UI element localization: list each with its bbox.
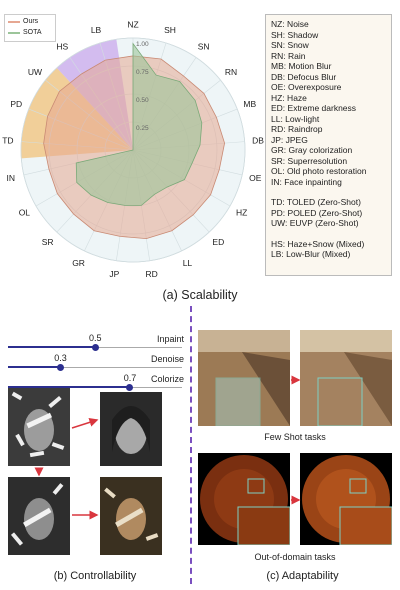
axis-label: HS <box>56 41 68 51</box>
caption-controllability: (b) Controllability <box>53 570 137 582</box>
radar-chart: 0.25 0.50 0.75 1.00 NZ SH SN RN MB DB OE HZ ED LL RD JP… <box>0 0 264 284</box>
slider-value: 0.3 <box>54 353 67 363</box>
caption-adaptability: (c) Adaptability <box>266 570 339 582</box>
abbreviation-line: IN: Face inpainting <box>271 176 342 187</box>
slider-handle[interactable] <box>91 343 99 351</box>
radial-tick-label: 1.00 <box>136 41 149 48</box>
axis-label: SR <box>42 237 54 247</box>
noisy-face-graphic <box>10 483 64 546</box>
colorized-face-graphic <box>104 487 159 541</box>
abbreviation-line: OL: Old photo restoration <box>271 166 367 176</box>
abbreviation-line: PD: POLED (Zero-Shot) <box>271 207 363 218</box>
legend-label-sota: SOTA <box>23 29 42 36</box>
chart-legend: Ours SOTA <box>4 14 56 42</box>
slider-value: 0.7 <box>123 373 137 383</box>
panel-divider <box>190 306 192 584</box>
fundus-input-graphic <box>200 455 290 545</box>
caption-few-shot: Few Shot tasks <box>264 432 326 442</box>
few-shot-output-image <box>300 330 392 426</box>
abbreviation-line: TD: TOLED (Zero-Shot) <box>271 197 361 207</box>
fundus-output-graphic <box>302 455 392 545</box>
abbreviation-line: DB: Defocus Blur <box>271 71 337 82</box>
few-shot-input-graphic <box>198 330 290 426</box>
out-of-domain-input-image <box>198 453 290 545</box>
abbreviation-line: NZ: Noise <box>271 19 309 29</box>
slider-fill[interactable] <box>8 346 95 348</box>
axis-label: SH <box>164 25 176 35</box>
axis-label: SN <box>198 41 210 51</box>
axis-label: LL <box>183 258 193 268</box>
axis-label: OE <box>249 173 262 183</box>
axis-label: RN <box>225 67 237 77</box>
slider-handle[interactable] <box>56 363 64 371</box>
legend-swatch-sota <box>8 31 20 34</box>
abbreviation-line: LB: Low-Blur (Mixed) <box>271 249 351 259</box>
axis-label: ED <box>212 237 224 247</box>
controllability-panel: 0.5 Inpaint 0.3 Denoise 0.7 Colorize <box>0 310 190 568</box>
abbreviation-line: SR: Superresolution <box>271 155 348 166</box>
abbreviation-line: JP: JPEG <box>271 134 308 145</box>
abbreviation-line: UW: EUVP (Zero-Shot) <box>271 218 359 228</box>
slider-fill[interactable] <box>8 366 61 368</box>
legend-item-sota: SOTA <box>8 27 52 38</box>
caption-out-of-domain: Out-of-domain tasks <box>254 552 336 562</box>
abbreviation-box: NZ: Noise SH: Shadow SN: Snow RN: Rain MB: M… <box>265 14 392 276</box>
colorized-output-image <box>100 477 162 555</box>
axis-label: OL <box>19 208 31 218</box>
radial-tick-label: 0.75 <box>136 69 149 76</box>
abbreviation-line: ED: Extreme darkness <box>271 103 357 113</box>
slider-handle[interactable] <box>126 383 134 391</box>
abbreviation-line: RD: Raindrop <box>271 124 323 134</box>
radial-tick-label: 0.25 <box>136 125 149 132</box>
axis-label: LB <box>91 25 102 35</box>
clean-face-graphic <box>112 406 150 454</box>
abbreviation-line: OE: Overexposure <box>271 82 342 92</box>
axis-label: IN <box>6 173 15 183</box>
abbreviation-line: HZ: Haze <box>271 92 307 103</box>
axis-label: NZ <box>127 20 138 30</box>
slider-fill[interactable] <box>8 386 130 388</box>
abbreviation-line: HS: Haze+Snow (Mixed) <box>271 238 365 249</box>
abbreviation-line: MB: Motion Blur <box>271 61 332 71</box>
axis-label: DB <box>252 136 264 146</box>
axis-label: PD <box>10 99 22 109</box>
masked-input-image <box>8 388 70 466</box>
few-shot-input-image <box>198 330 290 426</box>
axis-label: GR <box>72 258 85 268</box>
slider-value: 0.5 <box>89 333 102 343</box>
inpainted-output-image <box>100 392 162 466</box>
few-shot-output-graphic <box>300 330 392 426</box>
axis-label: HZ <box>236 208 247 218</box>
noisy-input-image <box>8 477 70 555</box>
legend-label-ours: Ours <box>23 18 39 25</box>
legend-swatch-ours <box>8 20 20 23</box>
abbreviation-line: SH: Shadow <box>271 29 319 40</box>
arrow-inpaint <box>71 417 99 429</box>
legend-item-ours: Ours <box>8 16 52 27</box>
slider-label: Inpaint <box>156 334 184 344</box>
series-sota <box>75 42 203 206</box>
slider-label: Colorize <box>150 374 184 384</box>
axis-label: JP <box>109 269 119 279</box>
abbreviation-line: RN: Rain <box>271 50 306 61</box>
abbreviation-line: LL: Low-light <box>271 113 320 124</box>
out-of-domain-output-image <box>300 453 392 545</box>
axis-label: UW <box>28 67 42 77</box>
slider-label: Denoise <box>150 354 184 364</box>
abbreviation-line: GR: Gray colorization <box>271 145 353 155</box>
abbreviation-line: SN: Snow <box>271 40 309 50</box>
radar-svg: 0.25 0.50 0.75 1.00 NZ SH SN RN MB DB OE HZ ED LL RD JP… <box>2 20 264 279</box>
radial-tick-label: 0.50 <box>136 97 149 104</box>
slider-rail[interactable] <box>8 366 182 368</box>
axis-label: MB <box>243 99 256 109</box>
axis-label: TD <box>2 136 13 146</box>
masked-face-graphic <box>11 391 65 458</box>
caption-scalability: (a) Scalability <box>162 288 238 302</box>
axis-label: RD <box>146 269 158 279</box>
process-arrows <box>34 417 99 520</box>
